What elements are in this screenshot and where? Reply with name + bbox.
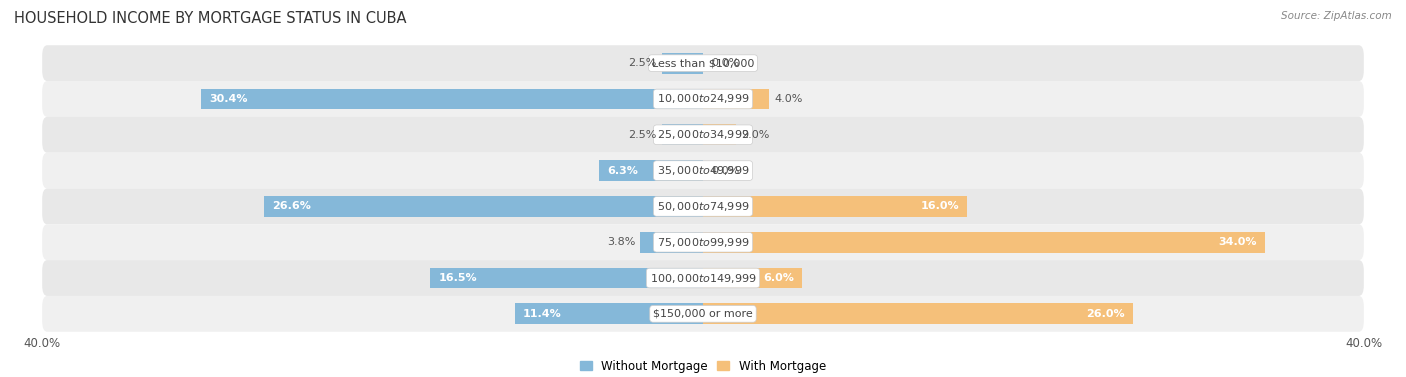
Bar bbox=[703, 89, 769, 109]
FancyBboxPatch shape bbox=[42, 224, 1364, 260]
Text: $25,000 to $34,999: $25,000 to $34,999 bbox=[657, 128, 749, 141]
Bar bbox=[430, 268, 703, 288]
Text: Source: ZipAtlas.com: Source: ZipAtlas.com bbox=[1281, 11, 1392, 21]
Bar bbox=[703, 268, 801, 288]
FancyBboxPatch shape bbox=[42, 260, 1364, 296]
Text: 16.5%: 16.5% bbox=[439, 273, 477, 283]
Bar bbox=[703, 124, 737, 145]
Text: 0.0%: 0.0% bbox=[711, 166, 740, 176]
FancyBboxPatch shape bbox=[42, 296, 1364, 332]
Bar bbox=[662, 124, 703, 145]
Text: 4.0%: 4.0% bbox=[775, 94, 803, 104]
Text: 16.0%: 16.0% bbox=[921, 201, 959, 211]
Bar bbox=[640, 232, 703, 253]
Text: $50,000 to $74,999: $50,000 to $74,999 bbox=[657, 200, 749, 213]
Legend: Without Mortgage, With Mortgage: Without Mortgage, With Mortgage bbox=[575, 355, 831, 377]
Text: 0.0%: 0.0% bbox=[711, 58, 740, 68]
Bar bbox=[703, 196, 967, 217]
Text: 26.0%: 26.0% bbox=[1085, 309, 1125, 319]
Text: 26.6%: 26.6% bbox=[271, 201, 311, 211]
Text: $100,000 to $149,999: $100,000 to $149,999 bbox=[650, 271, 756, 285]
Text: Less than $10,000: Less than $10,000 bbox=[652, 58, 754, 68]
Bar bbox=[662, 53, 703, 74]
Text: 11.4%: 11.4% bbox=[523, 309, 561, 319]
FancyBboxPatch shape bbox=[42, 45, 1364, 81]
FancyBboxPatch shape bbox=[42, 188, 1364, 224]
FancyBboxPatch shape bbox=[42, 117, 1364, 153]
Text: HOUSEHOLD INCOME BY MORTGAGE STATUS IN CUBA: HOUSEHOLD INCOME BY MORTGAGE STATUS IN C… bbox=[14, 11, 406, 26]
Bar bbox=[703, 303, 1133, 324]
Text: 6.0%: 6.0% bbox=[763, 273, 794, 283]
Text: $35,000 to $49,999: $35,000 to $49,999 bbox=[657, 164, 749, 177]
Text: 30.4%: 30.4% bbox=[209, 94, 247, 104]
Bar bbox=[201, 89, 703, 109]
Text: 6.3%: 6.3% bbox=[607, 166, 638, 176]
Text: 34.0%: 34.0% bbox=[1218, 237, 1257, 247]
Text: $75,000 to $99,999: $75,000 to $99,999 bbox=[657, 236, 749, 249]
Bar bbox=[263, 196, 703, 217]
Bar bbox=[703, 232, 1264, 253]
Text: $150,000 or more: $150,000 or more bbox=[654, 309, 752, 319]
FancyBboxPatch shape bbox=[42, 153, 1364, 188]
Text: 3.8%: 3.8% bbox=[607, 237, 636, 247]
Text: 2.5%: 2.5% bbox=[628, 130, 657, 140]
Bar bbox=[599, 160, 703, 181]
Text: $10,000 to $24,999: $10,000 to $24,999 bbox=[657, 92, 749, 106]
FancyBboxPatch shape bbox=[42, 81, 1364, 117]
Text: 2.5%: 2.5% bbox=[628, 58, 657, 68]
Text: 2.0%: 2.0% bbox=[741, 130, 769, 140]
Bar bbox=[515, 303, 703, 324]
